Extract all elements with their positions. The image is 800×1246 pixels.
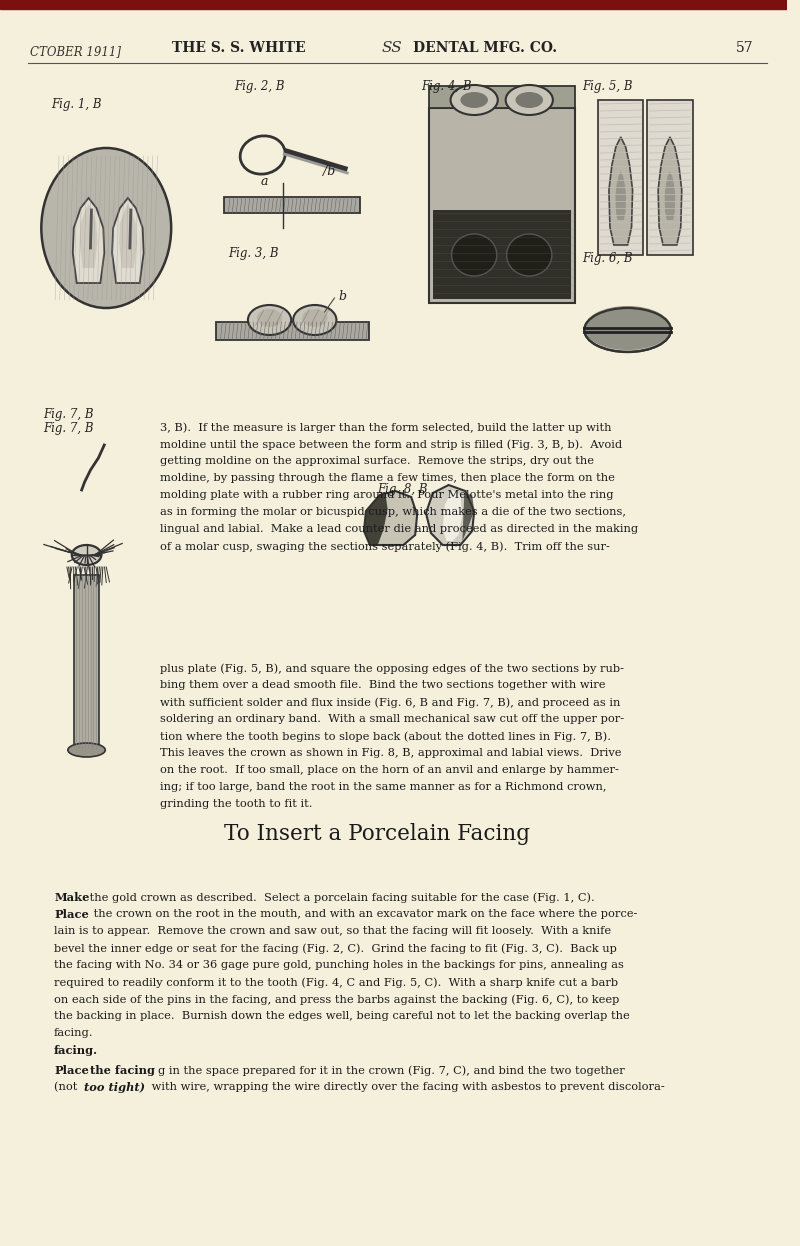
Bar bbox=[647, 100, 693, 255]
Polygon shape bbox=[426, 485, 474, 545]
Text: the facing with No. 34 or 36 gage pure gold, punching holes in the backings for : the facing with No. 34 or 36 gage pure g… bbox=[54, 959, 624, 969]
Text: Place: Place bbox=[54, 1065, 89, 1077]
Text: required to readily conform it to the tooth (Fig. 4, C and Fig. 5, C).  With a s: required to readily conform it to the to… bbox=[54, 977, 618, 988]
Text: on the root.  If too small, place on the horn of an anvil and enlarge by hammer-: on the root. If too small, place on the … bbox=[160, 765, 619, 775]
Text: moldine, by passing through the flame a few times, then place the form on the: moldine, by passing through the flame a … bbox=[160, 473, 615, 483]
Text: the facing: the facing bbox=[90, 1065, 154, 1077]
Text: moldine until the space between the form and strip is filled (Fig. 3, B, b).  Av: moldine until the space between the form… bbox=[160, 439, 622, 450]
Text: This leaves the crown as shown in Fig. 8, B, approximal and labial views.  Drive: This leaves the crown as shown in Fig. 8… bbox=[160, 748, 622, 758]
Polygon shape bbox=[442, 490, 462, 541]
Polygon shape bbox=[609, 137, 633, 245]
Ellipse shape bbox=[451, 234, 497, 277]
Polygon shape bbox=[73, 198, 104, 283]
Text: g in the space prepared for it in the crown (Fig. 7, C), and bind the two togeth: g in the space prepared for it in the cr… bbox=[158, 1065, 625, 1075]
Text: CTOBER 1911]: CTOBER 1911] bbox=[30, 45, 121, 59]
Text: 57: 57 bbox=[736, 41, 754, 55]
Polygon shape bbox=[658, 137, 682, 245]
Text: plus plate (Fig. 5, B), and square the opposing edges of the two sections by rub: plus plate (Fig. 5, B), and square the o… bbox=[160, 663, 624, 674]
Ellipse shape bbox=[68, 743, 106, 758]
Text: Fig. 4, B: Fig. 4, B bbox=[421, 80, 471, 93]
Ellipse shape bbox=[515, 92, 543, 108]
Text: as in forming the molar or bicuspid cusp, which makes a die of the two sections,: as in forming the molar or bicuspid cusp… bbox=[160, 507, 626, 517]
Text: DENTAL MFG. CO.: DENTAL MFG. CO. bbox=[413, 41, 558, 55]
Text: b: b bbox=[338, 290, 346, 303]
Text: ing; if too large, band the root in the same manner as for a Richmond crown,: ing; if too large, band the root in the … bbox=[160, 782, 607, 792]
Text: Fig. 1, B: Fig. 1, B bbox=[51, 98, 102, 111]
Text: Fig. 5, B: Fig. 5, B bbox=[582, 80, 633, 93]
Text: Fig. 7, B: Fig. 7, B bbox=[43, 422, 94, 435]
Text: 3, B).  If the measure is larger than the form selected, build the latter up wit: 3, B). If the measure is larger than the… bbox=[160, 422, 612, 432]
Text: on each side of the pins in the facing, and press the barbs against the backing : on each side of the pins in the facing, … bbox=[54, 994, 619, 1004]
Ellipse shape bbox=[293, 305, 337, 335]
Text: Fig. 3, B: Fig. 3, B bbox=[228, 247, 278, 260]
Ellipse shape bbox=[584, 307, 671, 350]
Ellipse shape bbox=[42, 148, 171, 308]
Ellipse shape bbox=[450, 85, 498, 115]
Text: lain is to appear.  Remove the crown and saw out, so that the facing will fit lo: lain is to appear. Remove the crown and … bbox=[54, 926, 611, 936]
Ellipse shape bbox=[257, 309, 282, 326]
Text: the backing in place.  Burnish down the edges well, being careful not to let the: the backing in place. Burnish down the e… bbox=[54, 1011, 630, 1020]
Text: lingual and labial.  Make a lead counter die and proceed as directed in the maki: lingual and labial. Make a lead counter … bbox=[160, 525, 638, 535]
Ellipse shape bbox=[506, 85, 553, 115]
Text: To Insert a Porcelain Facing: To Insert a Porcelain Facing bbox=[224, 824, 530, 845]
Polygon shape bbox=[80, 204, 98, 268]
Bar bbox=[0, 0, 787, 9]
Text: Place: Place bbox=[54, 910, 89, 920]
Ellipse shape bbox=[248, 305, 291, 335]
Text: tion where the tooth begins to slope back (about the dotted lines in Fig. 7, B).: tion where the tooth begins to slope bac… bbox=[160, 731, 611, 741]
Text: Fig. 8, B: Fig. 8, B bbox=[377, 483, 427, 496]
Bar bbox=[217, 321, 369, 340]
Ellipse shape bbox=[302, 309, 327, 326]
Text: SS: SS bbox=[382, 41, 402, 55]
Bar bbox=[429, 86, 574, 108]
Bar bbox=[224, 197, 360, 213]
Polygon shape bbox=[364, 495, 387, 545]
Ellipse shape bbox=[584, 308, 671, 353]
Text: getting moldine on the approximal surface.  Remove the strips, dry out the: getting moldine on the approximal surfac… bbox=[160, 456, 594, 466]
Text: the crown on the root in the mouth, and with an excavator mark on the face where: the crown on the root in the mouth, and … bbox=[90, 910, 637, 920]
Text: the gold crown as described.  Select a porcelain facing suitable for the case (F: the gold crown as described. Select a po… bbox=[86, 892, 594, 902]
Text: bing them over a dead smooth file.  Bind the two sections together with wire: bing them over a dead smooth file. Bind … bbox=[160, 680, 606, 690]
Text: grinding the tooth to fit it.: grinding the tooth to fit it. bbox=[160, 799, 313, 809]
Polygon shape bbox=[119, 204, 137, 268]
Polygon shape bbox=[462, 493, 474, 541]
Text: facing.: facing. bbox=[54, 1045, 98, 1057]
Ellipse shape bbox=[460, 92, 488, 108]
Text: of a molar cusp, swaging the sections separately (Fig. 4, B).  Trim off the sur-: of a molar cusp, swaging the sections se… bbox=[160, 541, 610, 552]
Ellipse shape bbox=[506, 234, 552, 277]
Text: bevel the inner edge or seat for the facing (Fig. 2, C).  Grind the facing to fi: bevel the inner edge or seat for the fac… bbox=[54, 943, 617, 953]
Bar bbox=[74, 574, 99, 750]
Polygon shape bbox=[112, 198, 144, 283]
Polygon shape bbox=[364, 491, 417, 545]
Text: with wire, wrapping the wire directly over the facing with asbestos to prevent d: with wire, wrapping the wire directly ov… bbox=[147, 1082, 664, 1091]
Text: a: a bbox=[261, 174, 268, 188]
Bar bbox=[429, 108, 574, 303]
Bar bbox=[598, 100, 643, 255]
Text: /b: /b bbox=[322, 164, 335, 178]
Text: molding plate with a rubber ring around it.  Pour Melotte's metal into the ring: molding plate with a rubber ring around … bbox=[160, 490, 614, 500]
Text: Fig. 7, B: Fig. 7, B bbox=[43, 407, 94, 421]
Text: with sufficient solder and flux inside (Fig. 6, B and Fig. 7, B), and proceed as: with sufficient solder and flux inside (… bbox=[160, 697, 621, 708]
Polygon shape bbox=[665, 172, 675, 221]
Text: Fig. 2, B: Fig. 2, B bbox=[234, 80, 285, 93]
Text: THE S. S. WHITE: THE S. S. WHITE bbox=[172, 41, 306, 55]
Text: (not: (not bbox=[54, 1082, 81, 1093]
Text: Fig. 6, B: Fig. 6, B bbox=[582, 252, 633, 265]
Bar bbox=[433, 211, 570, 299]
Polygon shape bbox=[615, 172, 626, 221]
Text: too tight): too tight) bbox=[84, 1082, 145, 1093]
Text: facing.: facing. bbox=[54, 1028, 94, 1038]
Ellipse shape bbox=[72, 545, 102, 564]
Text: Make: Make bbox=[54, 892, 90, 903]
Text: soldering an ordinary band.  With a small mechanical saw cut off the upper por-: soldering an ordinary band. With a small… bbox=[160, 714, 625, 724]
